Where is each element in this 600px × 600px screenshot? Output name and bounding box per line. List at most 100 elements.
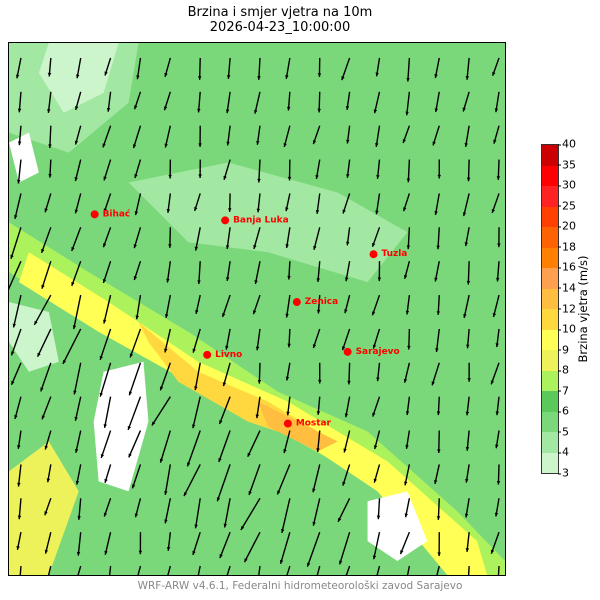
wind-arrow-head (218, 458, 222, 463)
wind-arrow-head (316, 411, 321, 415)
wind-arrow (497, 565, 500, 575)
wind-arrow (437, 498, 440, 520)
wind-arrow (77, 532, 82, 556)
wind-arrow-head (287, 275, 291, 280)
wind-arrow (373, 532, 381, 560)
wind-arrow-head (164, 143, 168, 148)
wind-arrow (194, 498, 201, 529)
colorbar-segment (542, 268, 558, 289)
wind-arrow (131, 464, 142, 489)
wind-arrow (343, 430, 351, 453)
wind-arrow-head (219, 420, 223, 425)
wind-arrow-head (102, 279, 107, 283)
wind-arrow-head (41, 284, 45, 289)
wind-arrow-head (493, 139, 497, 144)
wind-arrow (41, 396, 52, 420)
wind-arrow-head (41, 248, 45, 253)
wind-arrow (345, 565, 351, 575)
city-marker: Bihać (90, 208, 131, 219)
wind-arrow (348, 362, 351, 385)
fill-area (128, 162, 408, 283)
wind-arrow (467, 159, 470, 182)
city-label: Tuzla (381, 249, 407, 259)
wind-arrow-head (375, 210, 379, 215)
wind-arrow-head (222, 382, 227, 387)
wind-arrow-head (254, 280, 258, 285)
wind-arrow-head (17, 141, 22, 146)
wind-arrow-head (462, 212, 467, 217)
wind-arrow (133, 227, 142, 249)
wind-arrow (10, 227, 22, 260)
wind-arrow-head (44, 208, 48, 213)
wind-arrow-head (497, 243, 501, 248)
wind-arrow-head (240, 525, 245, 530)
wind-arrow-head (103, 208, 108, 213)
wind-arrow-head (434, 277, 438, 282)
wind-arrow-head (75, 480, 80, 485)
wind-arrow (74, 396, 82, 421)
wind-arrow-head (492, 71, 496, 76)
wind-arrow-head (164, 348, 168, 353)
wind-arrow-head (403, 378, 408, 383)
wind-arrow (62, 328, 82, 365)
wind-arrow-head (8, 292, 9, 296)
wind-arrow-head (34, 320, 38, 325)
wind-arrow (99, 328, 112, 361)
wind-arrow-head (136, 75, 140, 80)
wind-arrow-head (342, 346, 346, 351)
wind-arrow-head (433, 480, 438, 484)
wind-arrow (407, 57, 411, 82)
wind-arrow-head (159, 458, 164, 463)
wind-arrow-head (431, 381, 435, 386)
wind-arrow-head (223, 175, 227, 180)
wind-arrow (223, 498, 231, 528)
wind-arrow (164, 328, 172, 353)
colorbar-tick: 6 (558, 404, 569, 418)
sea-area (9, 132, 39, 183)
wind-arrow-head (376, 175, 380, 179)
wind-arrow-head (405, 111, 409, 116)
wind-arrow (226, 565, 231, 575)
wind-arrow (198, 261, 201, 285)
wind-arrow-head (102, 143, 106, 148)
wind-arrow (312, 464, 321, 493)
colorbar-tick: 4 (558, 445, 569, 459)
city-label: Bihać (103, 208, 131, 219)
wind-arrow (490, 362, 500, 385)
wind-arrow-head (11, 380, 15, 385)
wind-arrow-head (164, 519, 168, 524)
fill-area (9, 302, 59, 372)
wind-arrow-head (226, 277, 230, 281)
wind-arrow-head (467, 378, 471, 382)
fill-area (38, 43, 119, 113)
wind-arrow-head (466, 344, 470, 349)
wind-arrow (192, 396, 201, 429)
wind-arrow-head (72, 325, 77, 330)
wind-arrow (436, 565, 440, 575)
wind-arrow-head (17, 179, 21, 184)
colorbar-tick: 3 (558, 466, 569, 480)
map-timestamp: 2026-04-23_10:00:00 (209, 20, 351, 35)
wind-arrow-head (437, 449, 441, 453)
wind-arrow-head (151, 421, 156, 426)
wind-arrow-head (191, 424, 196, 429)
wind-arrow-head (134, 174, 138, 179)
wind-arrow-head (285, 207, 289, 212)
wind-arrow-head (168, 174, 172, 179)
wind-arrow-head (257, 76, 261, 80)
wind-arrow (159, 430, 172, 463)
colorbar-segment (542, 145, 558, 166)
wind-arrow (466, 57, 470, 80)
colorbar-tick: 16 (558, 260, 576, 274)
wind-arrow (164, 498, 172, 524)
wind-arrow-head (436, 516, 441, 520)
wind-arrow-head (490, 380, 495, 385)
wind-arrow-head (134, 105, 138, 110)
wind-arrow-head (103, 319, 107, 324)
wind-arrow (132, 125, 142, 149)
wind-arrow (306, 531, 321, 567)
wind-arrow-head (11, 351, 15, 356)
wind-arrow-head (306, 562, 311, 567)
wind-arrow-head (16, 546, 20, 550)
wind-arrow-head (286, 106, 291, 111)
